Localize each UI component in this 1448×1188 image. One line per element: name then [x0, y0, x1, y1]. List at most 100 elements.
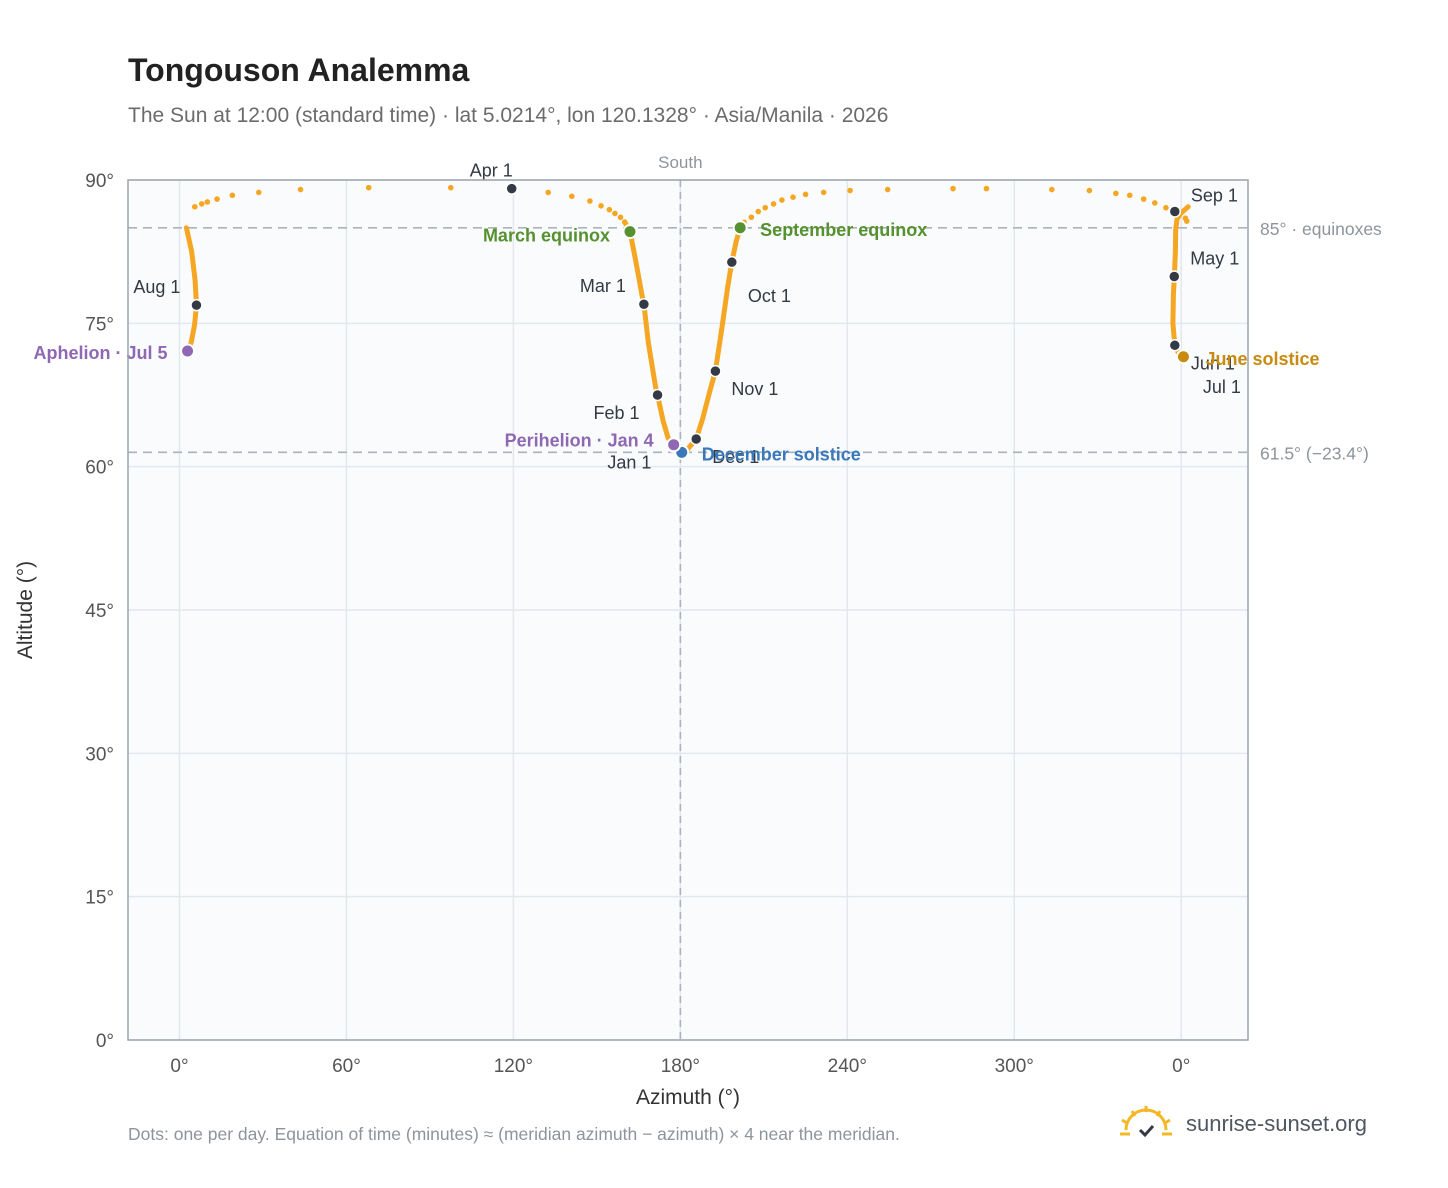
- month-marker: [637, 297, 651, 311]
- daily-sun-dot: [820, 189, 827, 196]
- x-tick-label: 60°: [332, 1056, 361, 1077]
- daily-sun-dot: [612, 210, 618, 217]
- daily-sun-dot: [447, 184, 454, 191]
- footer-note: Dots: one per day. Equation of time (min…: [128, 1124, 900, 1144]
- special-marker: [666, 437, 682, 453]
- daily-sun-dot: [950, 185, 956, 192]
- y-tick-label: 90°: [85, 171, 114, 192]
- month-label: Sep 1: [1191, 186, 1238, 206]
- daily-sun-dot: [569, 193, 575, 200]
- month-label: Jan 1: [607, 453, 651, 473]
- daily-sun-dot: [1140, 196, 1147, 202]
- labels: Jan 1 Feb 1 Mar 1 Apr 1 May 1 Jun 1 Jul 1 Aug 1…: [34, 161, 1320, 473]
- special-marker-label: September equinox: [760, 220, 927, 240]
- daily-sun-dot: [255, 189, 262, 196]
- x-tick-label: 300°: [995, 1056, 1034, 1077]
- daily-sun-dot: [598, 203, 604, 209]
- month-marker: [190, 298, 203, 312]
- month-marker: [651, 388, 664, 402]
- daily-sun-dot: [229, 192, 236, 199]
- x-tick-label: 0°: [1172, 1056, 1190, 1077]
- plot-frame: [127, 179, 1249, 1041]
- daily-sun-dot: [1049, 186, 1055, 193]
- daily-sun-dot: [587, 198, 593, 204]
- daily-sun-dot: [1151, 200, 1158, 206]
- daily-sun-dot: [847, 187, 853, 194]
- daily-sun-dot: [1126, 192, 1133, 199]
- daily-sun-dot: [884, 186, 891, 193]
- daily-sun-dot: [617, 214, 624, 221]
- chart-title: Tongouson Analemma: [128, 52, 470, 88]
- daily-sun-dot: [297, 186, 304, 193]
- brand-name[interactable]: sunrise-sunset.org: [1186, 1111, 1367, 1136]
- month-label: Mar 1: [580, 276, 626, 296]
- month-label: May 1: [1190, 249, 1239, 269]
- daily-sun-dot: [606, 206, 613, 213]
- daily-sun-dot: [790, 194, 796, 200]
- sun-logo-icon: [1120, 1106, 1172, 1138]
- reference-line-label: 61.5° (−23.4°): [1260, 443, 1369, 463]
- x-tick-label: 240°: [828, 1056, 867, 1077]
- y-axis-label: Altitude (°): [14, 561, 37, 659]
- daily-sun-dot: [1183, 218, 1190, 224]
- daily-sun-dot: [191, 203, 198, 210]
- daily-sun-dot: [779, 197, 785, 203]
- markers: [180, 182, 1191, 460]
- special-marker: [180, 343, 196, 359]
- daily-sun-dot: [983, 185, 990, 192]
- special-marker: [1175, 349, 1191, 365]
- daily-sun-dot: [748, 214, 755, 221]
- daily-sun-dot: [621, 219, 628, 225]
- month-marker: [1168, 339, 1182, 352]
- y-tick-label: 0°: [96, 1031, 114, 1052]
- special-marker: [622, 224, 638, 240]
- daily-sun-dot: [762, 204, 769, 211]
- chart-subtitle: The Sun at 12:00 (standard time) · lat 5…: [128, 104, 889, 127]
- y-tick-label: 45°: [85, 601, 114, 622]
- month-marker: [1168, 270, 1181, 283]
- special-marker-label: December solstice: [702, 444, 861, 464]
- reference-line-label: 85° · equinoxes: [1260, 219, 1382, 239]
- month-marker: [505, 182, 518, 195]
- month-marker: [709, 364, 722, 378]
- x-tick-label: 120°: [494, 1056, 533, 1077]
- special-marker-label: Perihelion · Jan 4: [505, 431, 654, 451]
- month-label: Apr 1: [470, 161, 513, 181]
- month-label: Aug 1: [133, 277, 180, 297]
- y-tick-label: 15°: [85, 888, 114, 909]
- daily-sun-dot: [1086, 187, 1093, 194]
- y-tick-label: 60°: [85, 458, 114, 479]
- special-marker: [732, 220, 748, 236]
- month-label: Oct 1: [748, 286, 791, 306]
- daily-sun-dot: [198, 201, 205, 207]
- month-marker: [725, 255, 739, 269]
- month-label: Nov 1: [731, 379, 778, 399]
- special-marker-label: June solstice: [1205, 349, 1319, 369]
- daily-sun-dot: [1163, 204, 1169, 211]
- daily-sun-dot: [204, 199, 211, 205]
- daily-sun-dot: [214, 196, 220, 202]
- x-tick-label: 180°: [661, 1056, 700, 1077]
- month-label: Dec 1: [712, 447, 759, 467]
- special-marker-label: March equinox: [483, 226, 610, 246]
- axes: 0° 60° 120° 180° 240° 300° 0° 0° 15° 30° 45° 60° 75°…: [14, 171, 1190, 1109]
- special-marker-label: Aphelion · Jul 5: [34, 343, 168, 363]
- grid-layer: [128, 179, 1248, 1041]
- daily-sun-dot: [545, 189, 551, 196]
- month-marker: [689, 432, 703, 446]
- daily-sun-dot: [1113, 190, 1119, 197]
- south-label: South: [658, 153, 702, 172]
- daily-sun-dot: [770, 201, 777, 207]
- x-tick-label: 0°: [170, 1056, 188, 1077]
- y-tick-label: 30°: [85, 744, 114, 765]
- month-marker: [1168, 205, 1182, 218]
- daily-sun-dot: [802, 191, 809, 198]
- month-label: Jun 1: [1191, 353, 1235, 373]
- x-axis-label: Azimuth (°): [636, 1086, 740, 1109]
- brand[interactable]: sunrise-sunset.org: [1118, 1104, 1367, 1144]
- daily-sun-dot: [365, 184, 372, 191]
- daily-sun-dot: [755, 208, 762, 215]
- month-label: Jul 1: [1203, 377, 1241, 397]
- month-label: Feb 1: [593, 403, 639, 423]
